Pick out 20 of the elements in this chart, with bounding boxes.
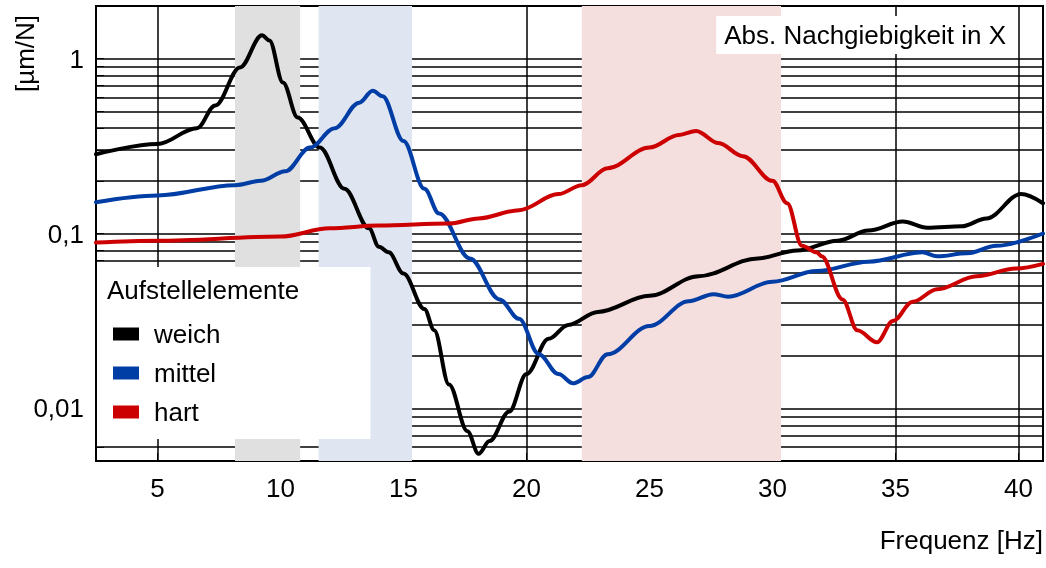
x-tick-label: 15 xyxy=(389,473,418,503)
x-tick-label: 20 xyxy=(511,473,541,503)
y-tick-label: 0,1 xyxy=(47,218,84,249)
x-tick-label: 30 xyxy=(757,473,787,503)
y-tick-label: 0,01 xyxy=(33,393,84,424)
line-series xyxy=(94,88,1045,386)
line-series xyxy=(94,128,1045,345)
x-tick-label: 40 xyxy=(1003,473,1033,503)
y-axis-title: [µm/N] xyxy=(10,14,40,92)
x-tick-label: 5 xyxy=(150,473,165,503)
x-tick-label: 25 xyxy=(634,473,664,503)
legend-label: weich xyxy=(153,319,221,349)
annotation: Abs. Nachgiebigkeit in X xyxy=(724,20,1006,50)
legend-title: Aufstellelemente xyxy=(107,275,300,305)
x-tick-label: 10 xyxy=(266,473,295,503)
legend-label: mittel xyxy=(154,358,217,388)
x-tick-label: 35 xyxy=(880,473,910,503)
x-axis-title: Frequenz [Hz] xyxy=(879,525,1043,555)
legend-label: hart xyxy=(154,397,200,427)
y-tick-label: 1 xyxy=(69,43,84,74)
